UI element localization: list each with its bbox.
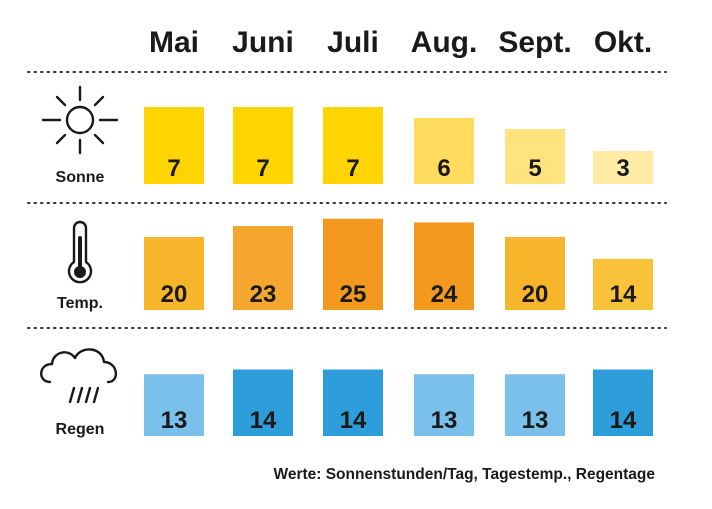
bar-temp [323,218,383,310]
bar-value-label: 14 [340,407,367,434]
row-label: Regen [56,421,105,438]
bar-value-label: 13 [431,407,458,434]
bar-regen [144,374,204,436]
row-labels: Sonne Temp. Regen [56,169,105,438]
month-label: Okt. [594,26,652,59]
bar-value-label: 7 [256,155,269,182]
month-label: Mai [149,26,199,59]
bar-temp [233,226,293,310]
bar-value-label: 5 [528,155,541,182]
bar-value-label: 14 [610,407,637,434]
bar-regen [233,369,293,436]
bar-value-label: 7 [167,155,180,182]
month-label: Juli [327,26,379,59]
sun-icon [41,85,119,155]
bar-value-label: 14 [610,281,637,308]
rain-cloud-icon [40,348,117,404]
bar-sonne [414,118,474,184]
bar-sonne [233,107,293,184]
bar-sonne [144,107,204,184]
bar-value-label: 20 [522,281,549,308]
bar-temp [593,258,653,310]
bar-sonne [593,151,653,184]
row-label: Sonne [56,169,105,186]
bar-value-label: 6 [437,155,450,182]
chart-caption: Werte: Sonnenstunden/Tag, Tagestemp., Re… [273,466,655,483]
bar-temp [414,222,474,310]
month-label: Aug. [411,26,478,59]
bar-value-label: 23 [250,281,277,308]
bar-value-label: 7 [346,155,359,182]
row-dividers [27,71,667,329]
month-header-row: Mai Juni Juli Aug. Sept. Okt. [149,26,652,59]
bar-value-label: 13 [522,407,549,434]
bar-temp [144,237,204,310]
month-label: Juni [232,26,294,59]
bar-value-label: 25 [340,281,367,308]
bar-value-label: 24 [431,281,458,308]
bar-regen [323,369,383,436]
row-label: Temp. [57,295,103,312]
bar-value-label: 14 [250,407,277,434]
bar-regen [593,369,653,436]
thermometer-icon [67,220,93,284]
bar-value-label: 13 [161,407,188,434]
bar-regen [505,374,565,436]
bar-value-label: 20 [161,281,188,308]
value-bars: 7 7 7 6 5 3 20 23 25 24 20 14 13 14 14 13 13 14 [144,107,653,436]
bar-sonne [505,129,565,184]
bar-value-label: 3 [616,155,629,182]
month-label: Sept. [498,26,571,59]
bar-regen [414,374,474,436]
bar-temp [505,237,565,310]
bar-sonne [323,107,383,184]
